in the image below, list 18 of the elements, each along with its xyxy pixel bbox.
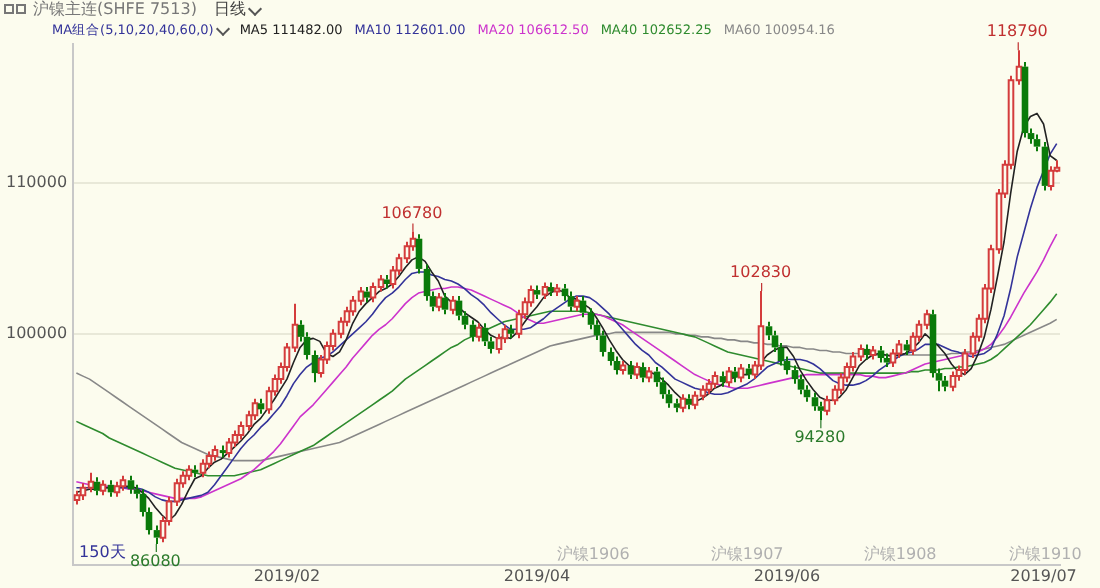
annotation: 150天 (79, 542, 126, 561)
annotation: 102830 (730, 263, 792, 282)
x-tick-label: 2019/04 (503, 566, 571, 585)
annotation: 沪镍1906 (556, 544, 630, 563)
annotation: 沪镍1908 (863, 544, 937, 563)
x-tick-label: 2019/07 (1010, 566, 1077, 585)
annotation: 沪镍1910 (1008, 544, 1082, 563)
annotation: 86080 (129, 552, 181, 571)
annotation: 118790 (986, 22, 1048, 41)
y-tick-label: 100000 (5, 323, 68, 342)
y-tick-label: 110000 (5, 173, 68, 192)
annotation: 94280 (794, 428, 846, 447)
annotation: 106780 (381, 203, 443, 222)
chart-subtitle: 日线 (213, 0, 246, 19)
x-tick-label: 2019/02 (253, 566, 321, 585)
x-tick-label: 2019/06 (753, 566, 821, 585)
annotation: 沪镍1907 (710, 544, 784, 563)
chart-title: 沪镍主连(SHFE 7513) (31, 0, 199, 19)
